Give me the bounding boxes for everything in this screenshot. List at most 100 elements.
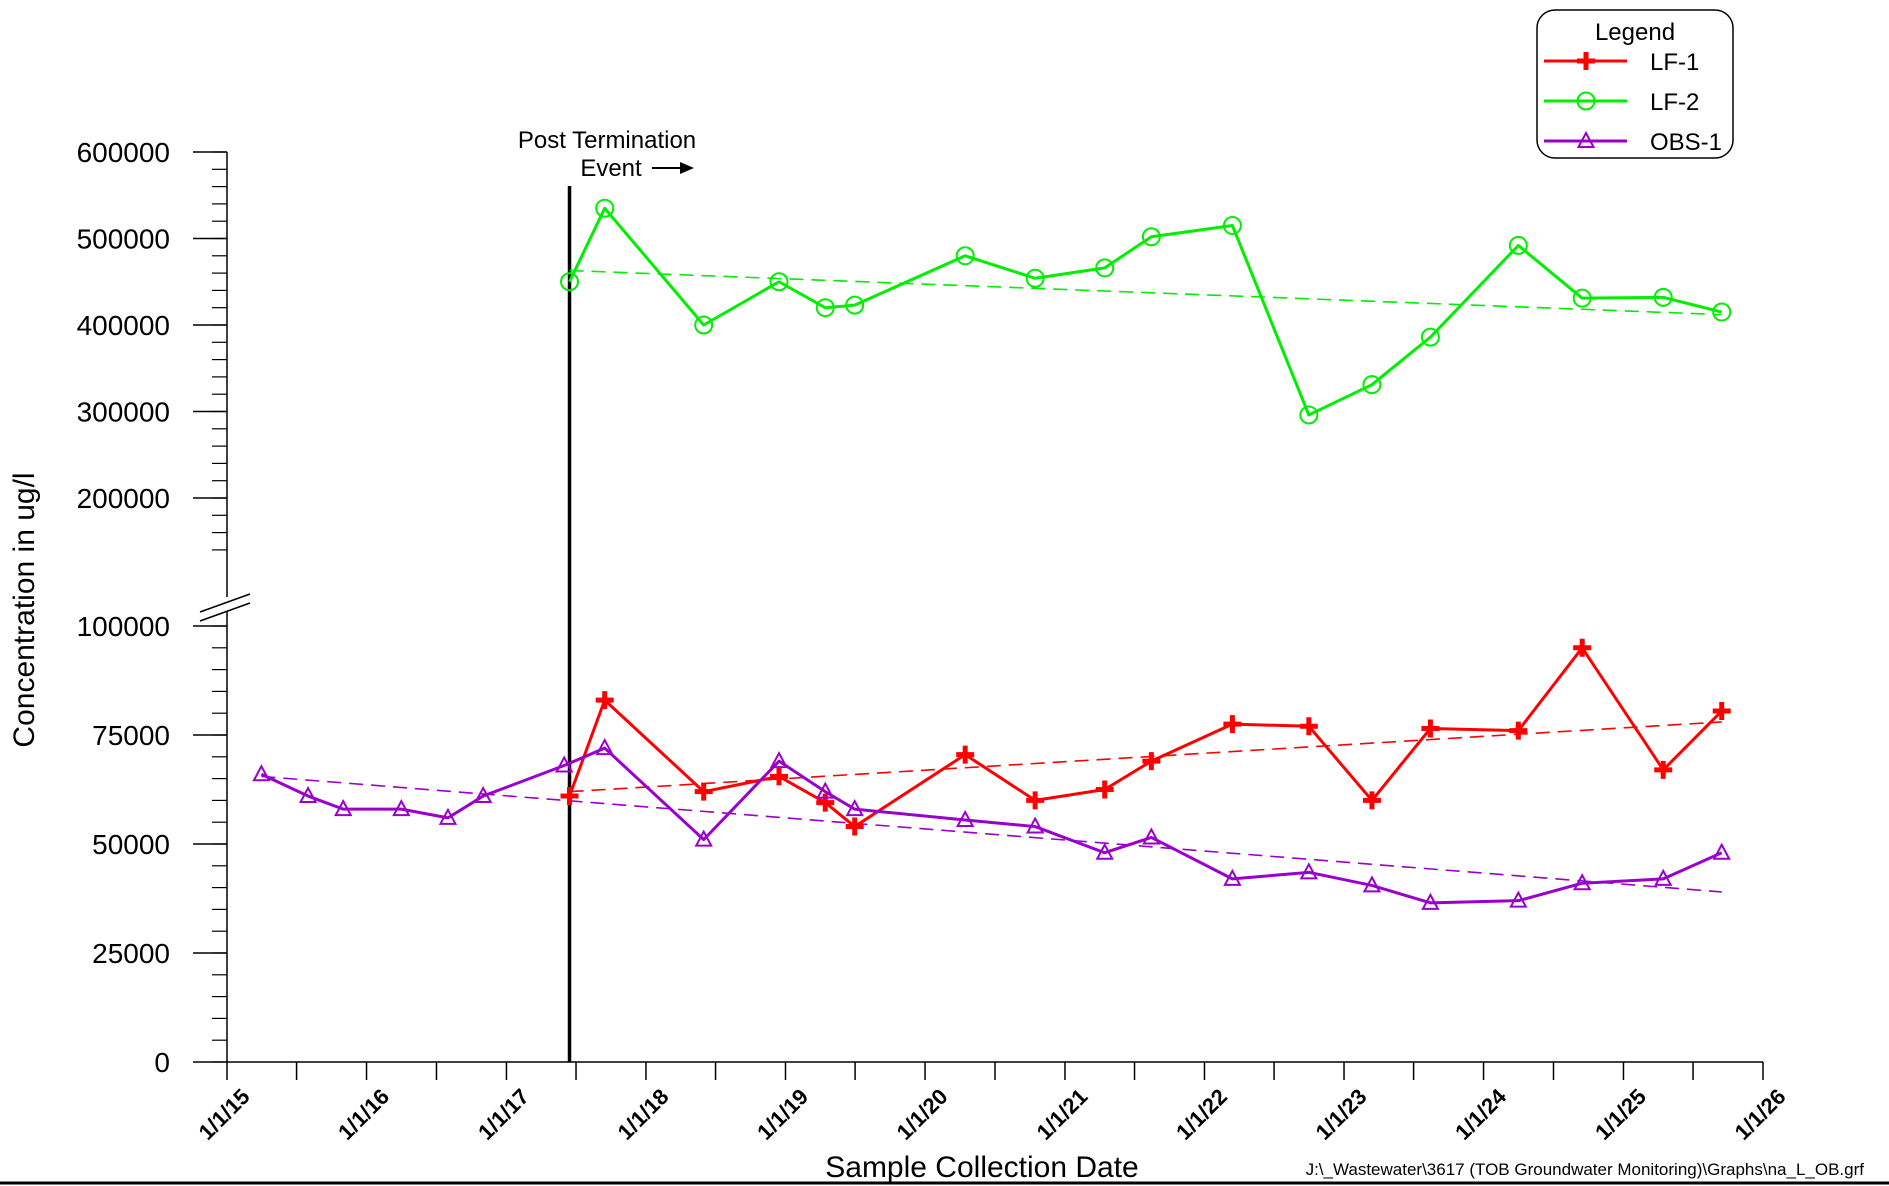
data-point-obs-1 (1299, 862, 1319, 880)
series-line-lf-2 (568, 206, 1723, 417)
data-point-lf-1 (1223, 715, 1242, 734)
data-point-obs-1 (595, 737, 614, 756)
x-tick-label: 1/1/23 (1311, 1084, 1372, 1145)
x-tick-label: 1/1/24 (1450, 1083, 1511, 1144)
axes: 0 25000 50000 75000 100000 200000 300000 400000… (77, 137, 1791, 1145)
series-lines (252, 198, 1732, 910)
trend-line-lf-1 (569, 721, 1722, 793)
x-tick-label: 1/1/26 (1730, 1084, 1791, 1145)
y-tick-label: 0 (154, 1047, 170, 1078)
data-point-obs-1 (473, 785, 493, 804)
y-tick-label: 75000 (92, 720, 170, 751)
data-point-obs-1 (845, 799, 864, 817)
right-arrow-icon (652, 162, 694, 174)
legend-title: Legend (1595, 19, 1675, 46)
data-point-obs-1 (769, 751, 789, 769)
x-tick-label: 1/1/25 (1590, 1084, 1651, 1145)
legend-label-lf-1: LF-1 (1650, 49, 1699, 76)
data-point-lf-1 (816, 793, 835, 812)
data-point-lf-2 (595, 198, 615, 218)
series-line-obs-1 (260, 746, 1723, 905)
data-point-obs-1 (555, 755, 574, 773)
data-point-obs-1 (298, 785, 318, 804)
data-point-lf-2 (1653, 287, 1673, 307)
data-point-lf-1 (1142, 752, 1161, 771)
data-point-lf-2 (1712, 302, 1732, 322)
legend: Legend LF-1 LF-2 OBS-1 (1536, 9, 1734, 159)
annotation-line1: Post Termination (518, 127, 696, 154)
data-point-lf-1 (1095, 780, 1114, 799)
y-tick-label: 500000 (77, 224, 170, 255)
x-tick-label: 1/1/22 (1171, 1084, 1232, 1145)
legend-marker-lf-2 (1576, 91, 1596, 111)
trend-lines (261, 269, 1722, 893)
footer-file-path: J:\_Wastewater\3617 (TOB Groundwater Mon… (1306, 1160, 1865, 1179)
data-point-lf-2 (955, 246, 975, 266)
trend-line-lf-2 (569, 269, 1722, 316)
data-point-obs-1 (1223, 868, 1242, 886)
y-tick-label: 100000 (77, 611, 170, 642)
x-axis-title: Sample Collection Date (825, 1151, 1139, 1184)
legend-box (1536, 9, 1734, 159)
y-tick-label: 50000 (92, 829, 170, 860)
x-tick-label: 1/1/19 (752, 1084, 813, 1145)
data-point-lf-1 (956, 745, 975, 764)
data-point-lf-2 (1299, 405, 1319, 425)
data-point-obs-1 (1095, 842, 1114, 860)
trend-line-obs-1 (261, 775, 1722, 893)
data-point-lf-1 (1299, 717, 1318, 736)
axis-break-mark (199, 593, 251, 613)
data-point-lf-1 (1573, 638, 1592, 657)
data-point-lf-2 (1508, 235, 1528, 255)
data-point-obs-1 (1654, 868, 1673, 886)
data-point-obs-1 (694, 829, 713, 847)
series-line-lf-1 (568, 646, 1723, 829)
data-point-lf-1 (1509, 721, 1528, 740)
data-point-obs-1 (252, 764, 271, 782)
data-point-lf-1 (1654, 760, 1673, 779)
data-point-obs-1 (438, 807, 458, 825)
x-tick-label: 1/1/18 (613, 1084, 674, 1145)
x-tick-label: 1/1/20 (892, 1084, 953, 1145)
data-point-lf-2 (815, 298, 835, 318)
data-point-lf-2 (560, 272, 580, 292)
legend-label-lf-2: LF-2 (1650, 89, 1699, 116)
data-point-lf-2 (1572, 288, 1592, 308)
data-point-lf-1 (770, 767, 789, 786)
data-point-lf-2 (1025, 268, 1045, 288)
legend-label-obs-1: OBS-1 (1650, 129, 1722, 156)
legend-marker-obs-1 (1576, 130, 1596, 148)
y-tick-label: 300000 (77, 397, 170, 428)
x-tick-label: 1/1/15 (194, 1084, 255, 1145)
legend-marker-lf-1 (1577, 52, 1595, 70)
x-tick-label: 1/1/21 (1032, 1084, 1093, 1145)
data-point-obs-1 (334, 799, 353, 817)
axis-break-mark (199, 602, 251, 622)
data-point-lf-1 (1712, 702, 1731, 721)
data-point-obs-1 (1362, 875, 1382, 893)
y-tick-label: 25000 (92, 938, 170, 969)
y-tick-label: 600000 (77, 137, 170, 168)
data-point-obs-1 (1421, 892, 1440, 910)
x-tick-label: 1/1/17 (473, 1084, 534, 1145)
data-point-lf-1 (845, 817, 864, 836)
x-tick-label: 1/1/16 (333, 1084, 394, 1145)
data-point-lf-2 (1362, 375, 1382, 395)
data-point-lf-2 (1222, 216, 1242, 236)
data-point-lf-1 (560, 787, 579, 806)
data-point-lf-1 (1026, 791, 1045, 810)
data-point-lf-1 (694, 782, 713, 801)
data-point-lf-2 (1095, 258, 1115, 278)
data-point-obs-1 (956, 809, 975, 828)
y-tick-label: 200000 (77, 483, 170, 514)
data-point-lf-1 (595, 691, 614, 710)
data-point-lf-2 (1420, 327, 1440, 347)
data-point-lf-2 (769, 272, 789, 292)
data-point-lf-2 (1141, 227, 1161, 247)
data-point-obs-1 (392, 799, 411, 817)
data-point-obs-1 (1509, 890, 1528, 908)
data-point-obs-1 (816, 781, 835, 799)
data-point-lf-2 (694, 315, 714, 335)
y-tick-label: 400000 (77, 310, 170, 341)
